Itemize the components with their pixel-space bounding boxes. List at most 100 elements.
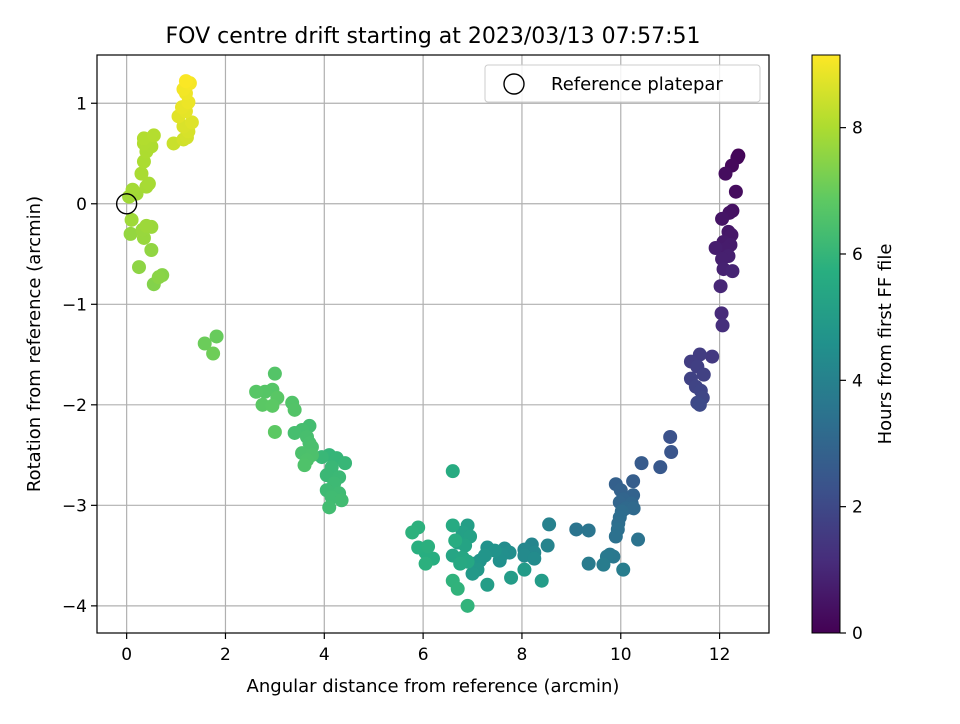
data-point: [267, 366, 282, 381]
axes-layer: 0 2 4 6 8 10 12 −4 −3 −2 −1 0 1: [62, 94, 730, 665]
x-tick-label: 4: [319, 645, 330, 665]
data-point: [504, 570, 519, 585]
data-point: [626, 474, 641, 489]
x-tick-label: 12: [709, 645, 731, 665]
data-point: [596, 557, 611, 572]
data-point: [151, 270, 166, 285]
data-point: [477, 548, 492, 563]
grid-layer: [97, 55, 769, 633]
data-point: [453, 556, 468, 571]
colorbar-label: Hours from first FF file: [875, 244, 896, 445]
data-point: [178, 74, 193, 89]
data-point: [534, 573, 549, 588]
data-point: [141, 176, 156, 191]
y-tick-label: −4: [62, 597, 87, 617]
colorbar-tick-label: 0: [852, 624, 863, 644]
data-point: [616, 562, 631, 577]
data-point: [338, 456, 353, 471]
data-point: [287, 425, 302, 440]
x-tick-label: 10: [610, 645, 632, 665]
data-point: [448, 533, 463, 548]
x-tick-label: 0: [121, 645, 132, 665]
data-point: [206, 346, 221, 361]
y-tick-label: 0: [76, 195, 87, 215]
data-point: [445, 464, 460, 479]
y-tick-label: 1: [76, 94, 87, 114]
data-point: [334, 493, 349, 508]
data-point: [418, 556, 433, 571]
data-point: [527, 551, 542, 566]
legend-reference-marker: [503, 73, 525, 95]
legend-entry-label: Reference platepar: [551, 74, 723, 95]
data-point: [287, 402, 302, 417]
data-point: [405, 525, 420, 540]
data-point: [197, 336, 212, 351]
legend-box: [484, 64, 761, 103]
colorbar-tick-label: 2: [852, 498, 863, 518]
data-point: [608, 529, 623, 544]
points-layer: [115, 74, 746, 613]
colorbar: 0 2 4 6 8 Hours from first FF file: [811, 54, 896, 644]
legend: Reference platepar: [484, 64, 761, 103]
y-tick-label: −2: [62, 396, 87, 416]
data-point: [542, 517, 557, 532]
data-point: [465, 566, 480, 581]
data-point: [663, 429, 678, 444]
data-point: [581, 523, 596, 538]
data-point: [725, 264, 740, 279]
data-point: [715, 211, 730, 226]
data-point: [267, 424, 282, 439]
data-point: [540, 538, 555, 553]
data-point: [634, 456, 649, 471]
data-point: [705, 349, 720, 364]
data-point: [184, 115, 199, 130]
y-tick-label: −3: [62, 496, 87, 516]
data-point: [664, 445, 679, 460]
data-point: [653, 460, 668, 475]
data-point: [713, 279, 728, 294]
data-point: [626, 501, 641, 516]
data-point: [517, 562, 532, 577]
colorbar-tick-label: 8: [852, 119, 863, 139]
data-point: [123, 226, 138, 241]
y-tick-label: −1: [62, 295, 87, 315]
data-point: [581, 556, 596, 571]
data-point: [146, 128, 161, 143]
data-point: [480, 577, 495, 592]
colorbar-gradient: [811, 54, 841, 634]
y-axis-label: Rotation from reference (arcmin): [24, 196, 45, 492]
plot-frame: [96, 54, 770, 634]
data-point: [692, 397, 707, 412]
data-point: [708, 241, 723, 256]
colorbar-ticks: 0 2 4 6 8: [840, 119, 863, 644]
x-tick-label: 2: [220, 645, 231, 665]
data-point: [631, 532, 646, 547]
data-point: [718, 166, 733, 181]
data-point: [728, 184, 743, 199]
data-point: [445, 518, 460, 533]
reference-platepar-marker: [115, 193, 138, 215]
data-point: [125, 182, 140, 197]
data-point: [696, 367, 711, 382]
data-point: [322, 500, 337, 515]
data-point: [134, 166, 149, 181]
data-point: [460, 598, 475, 613]
data-point: [297, 458, 312, 473]
data-point: [715, 318, 730, 333]
data-point: [139, 218, 154, 233]
colorbar-tick-label: 6: [852, 245, 863, 265]
chart-title: FOV centre drift starting at 2023/03/13 …: [166, 24, 701, 49]
data-point: [265, 398, 280, 413]
x-tick-label: 8: [517, 645, 528, 665]
data-point: [144, 243, 159, 258]
data-point: [132, 260, 146, 275]
data-point: [249, 384, 264, 399]
data-point: [209, 329, 224, 344]
data-point: [714, 306, 729, 321]
data-point: [569, 522, 584, 537]
x-axis-label: Angular distance from reference (arcmin): [247, 676, 620, 697]
data-point: [124, 212, 139, 227]
